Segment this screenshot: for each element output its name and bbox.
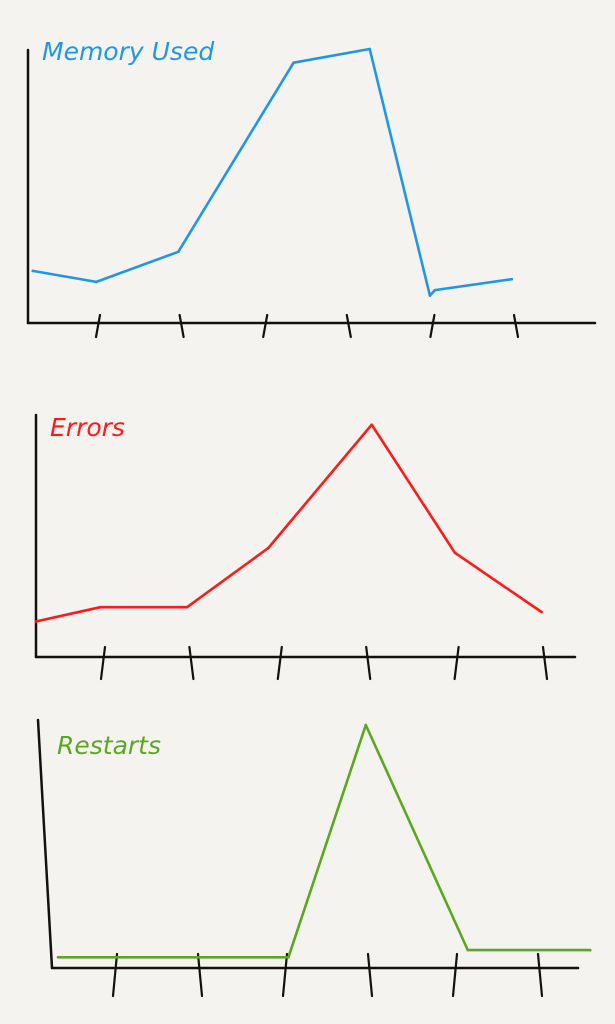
x-tick xyxy=(541,645,549,681)
x-tick xyxy=(281,952,289,998)
data-point xyxy=(176,250,180,254)
x-tick xyxy=(345,313,352,339)
data-point xyxy=(368,47,372,51)
data-point xyxy=(99,605,102,609)
x-tick xyxy=(262,313,269,339)
data-point xyxy=(540,610,543,614)
data-point xyxy=(510,277,514,281)
data-point xyxy=(267,546,270,550)
series-line xyxy=(31,47,514,297)
x-tick xyxy=(512,313,520,339)
data-point xyxy=(287,955,290,959)
x-tick xyxy=(536,952,544,998)
data-point xyxy=(428,294,432,297)
data-point xyxy=(453,551,457,555)
data-point xyxy=(31,269,35,273)
x-tick xyxy=(429,313,436,339)
x-tick xyxy=(365,645,372,681)
data-point xyxy=(56,955,60,959)
x-tick xyxy=(178,313,185,339)
series-line xyxy=(34,423,543,623)
chart-title-restarts: Restarts xyxy=(57,731,161,760)
data-point xyxy=(364,723,368,727)
x-tick xyxy=(94,313,102,339)
data-point xyxy=(588,948,592,952)
x-tick xyxy=(366,952,374,998)
x-tick xyxy=(276,645,283,681)
data-point xyxy=(292,61,295,64)
x-tick xyxy=(111,952,119,998)
x-tick xyxy=(451,952,459,998)
data-point xyxy=(95,280,98,284)
data-point xyxy=(185,605,189,609)
data-point xyxy=(466,948,470,952)
chart-title-memory-used: Memory Used xyxy=(42,37,214,66)
x-tick xyxy=(196,952,204,998)
data-point xyxy=(34,620,38,623)
x-tick xyxy=(453,645,460,681)
x-tick xyxy=(188,645,195,681)
y-axis xyxy=(36,718,54,970)
x-tick xyxy=(99,645,107,681)
data-point xyxy=(433,288,437,292)
chart-title-errors: Errors xyxy=(50,413,125,442)
data-point xyxy=(370,423,374,427)
